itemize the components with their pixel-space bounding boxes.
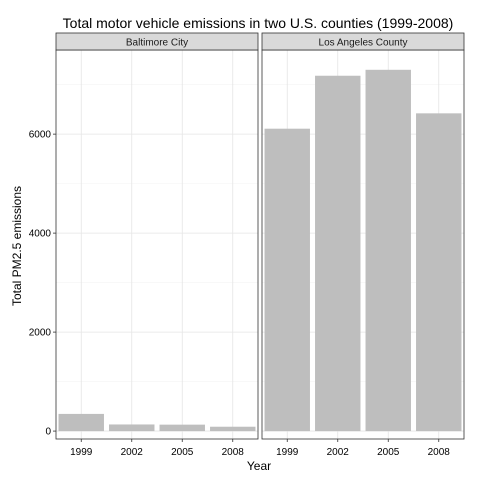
facet-strip xyxy=(261,32,465,51)
x-tick-label: 1999 xyxy=(276,447,299,458)
bar xyxy=(315,75,361,432)
facet-strip-label: Baltimore City xyxy=(126,38,188,49)
facet-strip-label: Los Angeles County xyxy=(319,38,408,49)
x-tick-label: 2008 xyxy=(222,447,245,458)
facet-panel: Baltimore City 1999 2002 2005 2008 xyxy=(55,32,259,458)
bar xyxy=(58,413,104,432)
y-axis: 0 2000 4000 6000 xyxy=(29,130,56,438)
x-tick-label: 2005 xyxy=(171,447,194,458)
x-tick-label: 2002 xyxy=(327,447,350,458)
bar xyxy=(159,424,205,432)
y-tick-label: 4000 xyxy=(29,229,52,240)
bar xyxy=(416,113,462,432)
y-tick-label: 0 xyxy=(45,427,51,438)
bar xyxy=(264,128,310,432)
x-axis-title: Year xyxy=(247,459,271,473)
y-tick-label: 6000 xyxy=(29,130,52,141)
bar xyxy=(109,424,155,432)
chart-title: Total motor vehicle emissions in two U.S… xyxy=(63,15,454,31)
bar xyxy=(365,69,411,432)
facet-panel: Los Angeles County 1999 2002 2005 2008 xyxy=(261,32,465,458)
x-tick-label: 2008 xyxy=(428,447,451,458)
x-tick-label: 2002 xyxy=(121,447,144,458)
panel-background xyxy=(56,50,258,439)
y-axis-title: Total PM2.5 emissions xyxy=(10,186,24,306)
y-tick-label: 2000 xyxy=(29,328,52,339)
x-tick-label: 1999 xyxy=(70,447,93,458)
x-tick-label: 2005 xyxy=(377,447,400,458)
bar xyxy=(210,426,256,432)
facet-strip xyxy=(55,32,259,51)
